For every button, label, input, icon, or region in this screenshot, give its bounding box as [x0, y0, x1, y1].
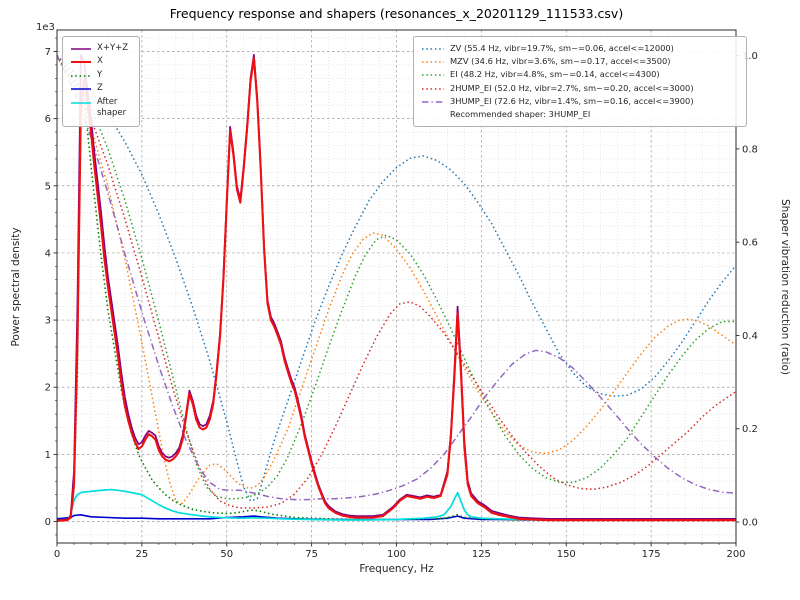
series-Z — [57, 513, 736, 522]
y-axis-label-left: Power spectral density — [10, 227, 22, 347]
legend-label: X+Y+Z — [97, 43, 129, 53]
legend-item: EI (48.2 Hz, vibr=4.8%, sm~=0.14, accel<… — [421, 69, 739, 80]
legend-line-icon — [422, 48, 444, 50]
legend-item: ZV (55.4 Hz, vibr=19.7%, sm~=0.06, accel… — [421, 43, 739, 54]
recommended-shaper-note: Recommended shaper: 3HUMP_EI — [450, 108, 591, 119]
legend-item: 2HUMP_EI (52.0 Hz, vibr=2.7%, sm~=0.20, … — [421, 83, 739, 94]
series-EI — [57, 55, 736, 500]
legend-label: X — [97, 56, 103, 67]
legend-label: 3HUMP_EI (72.6 Hz, vibr=1.4%, sm~=0.16, … — [450, 95, 694, 106]
series-2HUMP_EI — [57, 55, 736, 509]
y-right-tick-label: 0.0 — [742, 518, 758, 529]
x-tick-label: 100 — [387, 549, 406, 560]
legend-line-icon — [71, 61, 91, 64]
y-left-tick-label: 2 — [45, 383, 51, 394]
legend-item: 3HUMP_EI (72.6 Hz, vibr=1.4%, sm~=0.16, … — [421, 96, 739, 107]
y-left-tick-label: 0 — [45, 517, 51, 528]
y-left-tick-label: 7 — [45, 47, 51, 58]
legend-item: After shaper — [70, 97, 132, 120]
y-right-tick-label: 0.6 — [742, 238, 758, 249]
y-right-tick-label: 0.4 — [742, 331, 758, 342]
series-X — [57, 57, 736, 522]
legend-item: MZV (34.6 Hz, vibr=3.6%, sm~=0.17, accel… — [421, 56, 739, 67]
legend-line-icon — [422, 74, 444, 77]
legend-item: Y — [70, 70, 132, 81]
y-left-tick-label: 6 — [45, 114, 51, 125]
legend-psd: X+Y+Z X Y Z After shaper — [62, 36, 140, 127]
y-right-tick-label: 0.8 — [742, 144, 758, 155]
legend-item: X+Y+Z — [70, 43, 132, 54]
x-axis-label: Frequency, Hz — [359, 563, 434, 575]
y-left-tick-label: 5 — [45, 181, 51, 192]
y-axis-label-right: Shaper vibration reduction (ratio) — [779, 198, 791, 376]
series-3HUMP_EI — [57, 55, 736, 501]
x-tick-label: 75 — [305, 549, 318, 560]
legend-line-icon — [71, 48, 91, 50]
axis-scale-offset: 1e3 — [36, 22, 55, 33]
y-right-tick-label: 1.0 — [742, 51, 758, 62]
legend-label: MZV (34.6 Hz, vibr=3.6%, sm~=0.17, accel… — [450, 56, 671, 67]
series-MZV — [57, 55, 736, 505]
legend-label: Y — [97, 69, 103, 80]
x-tick-label: 175 — [642, 549, 661, 560]
series-After shaper — [57, 488, 736, 522]
series-Y — [57, 80, 736, 522]
x-tick-label: 0 — [54, 549, 60, 560]
legend-label: ZV (55.4 Hz, vibr=19.7%, sm~=0.06, accel… — [450, 43, 674, 53]
legend-line-icon — [422, 87, 444, 90]
legend-line-icon — [71, 75, 91, 77]
x-tick-label: 25 — [136, 549, 149, 560]
legend-shapers: ZV (55.4 Hz, vibr=19.7%, sm~=0.06, accel… — [413, 36, 747, 128]
y-left-tick-label: 4 — [45, 248, 51, 259]
legend-line-icon — [422, 101, 444, 103]
legend-line-icon — [422, 61, 444, 63]
x-tick-label: 150 — [557, 549, 576, 560]
y-left-tick-label: 1 — [45, 450, 51, 461]
legend-label: After shaper — [97, 96, 127, 119]
legend-item: X — [70, 56, 132, 67]
legend-label: EI (48.2 Hz, vibr=4.8%, sm~=0.14, accel<… — [450, 69, 660, 80]
x-tick-label: 50 — [220, 549, 233, 560]
x-tick-label: 200 — [726, 549, 745, 560]
legend-line-icon — [71, 88, 91, 91]
legend-label: 2HUMP_EI (52.0 Hz, vibr=2.7%, sm~=0.20, … — [450, 82, 694, 93]
legend-item: Z — [70, 83, 132, 94]
series-ZV — [57, 55, 736, 502]
legend-label: Z — [97, 83, 103, 94]
legend-line-icon — [71, 102, 91, 104]
x-tick-label: 125 — [472, 549, 491, 560]
y-left-tick-label: 3 — [45, 316, 51, 327]
y-right-tick-label: 0.2 — [742, 424, 758, 435]
chart-title: Frequency response and shapers (resonanc… — [169, 6, 624, 21]
